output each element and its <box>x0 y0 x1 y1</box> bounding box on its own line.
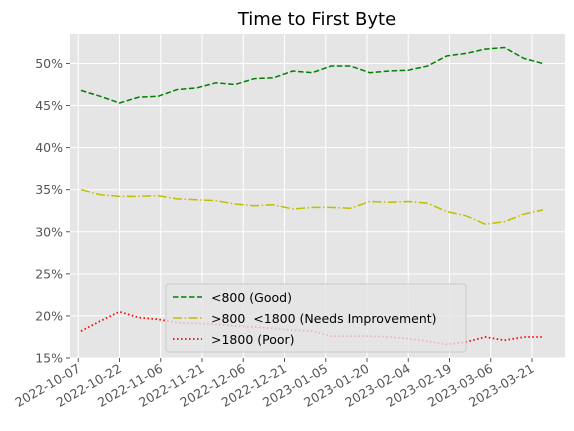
legend: <800 (Good) >800 <1800 (Needs Improvemen… <box>165 283 467 353</box>
y-tick-label: 35% <box>35 182 63 197</box>
y-tick-label: 45% <box>35 98 63 113</box>
y-axis: 15% 20% 25% 30% 35% 40% 45% 50% <box>35 56 70 366</box>
legend-label-needs-improvement: >800 <1800 (Needs Improvement) <box>211 311 437 326</box>
y-tick-label: 25% <box>35 266 63 281</box>
y-tick-label: 20% <box>35 308 63 323</box>
series-0 <box>80 46 544 104</box>
x-axis: 2022-10-072022-10-222022-11-062022-11-21… <box>12 358 537 410</box>
series-1 <box>80 188 544 225</box>
y-tick-label: 30% <box>35 224 63 239</box>
chart-title: Time to First Byte <box>237 9 396 30</box>
y-tick-label: 15% <box>35 351 63 366</box>
series-line <box>80 188 544 225</box>
series-line <box>80 46 544 104</box>
legend-label-poor: >1800 (Poor) <box>211 332 295 347</box>
y-tick-label: 50% <box>35 56 63 71</box>
legend-label-good: <800 (Good) <box>211 290 292 305</box>
y-tick-label: 40% <box>35 140 63 155</box>
legend-box <box>165 283 467 353</box>
